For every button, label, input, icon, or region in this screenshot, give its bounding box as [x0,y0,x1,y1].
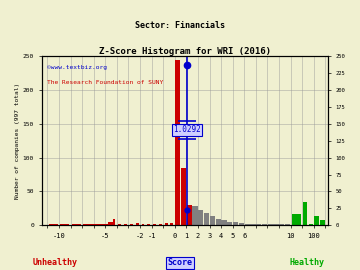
Bar [274,224,279,225]
Bar [108,222,114,225]
Bar [285,224,290,225]
Bar [49,224,58,225]
Bar [210,216,215,225]
Text: The Research Foundation of SUNY: The Research Foundation of SUNY [48,80,164,85]
Bar [216,219,221,225]
Text: ©www.textbiz.org: ©www.textbiz.org [48,65,107,70]
Bar [136,223,139,225]
Bar [227,222,233,225]
Bar [198,210,203,225]
Bar [204,213,209,225]
Bar [233,222,238,225]
Bar [91,224,96,225]
Bar [141,224,144,225]
Bar [60,224,69,225]
Bar [124,224,127,225]
Bar [309,224,313,225]
Title: Z-Score Histogram for WRI (2016): Z-Score Histogram for WRI (2016) [99,48,271,56]
Bar [221,220,226,225]
Bar [118,224,121,225]
Bar [262,224,267,225]
Text: Unhealthy: Unhealthy [32,258,77,267]
Bar [320,220,325,225]
Text: Sector: Financials: Sector: Financials [135,21,225,30]
Bar [175,60,180,225]
Bar [84,224,93,225]
Bar [170,223,174,225]
Bar [314,216,319,225]
Bar [159,224,162,225]
Bar [187,205,192,225]
Text: Score: Score [167,258,193,267]
Bar [303,201,307,225]
Bar [250,224,256,225]
Bar [113,219,116,225]
Bar [292,214,301,225]
Bar [256,224,261,225]
Text: Healthy: Healthy [289,258,324,267]
Y-axis label: Number of companies (997 total): Number of companies (997 total) [15,83,20,199]
Bar [181,168,186,225]
Bar [268,224,273,225]
Bar [103,224,108,225]
Bar [153,224,156,225]
Bar [239,223,244,225]
Bar [96,224,103,225]
Text: 1.0292: 1.0292 [173,126,201,134]
Bar [244,224,250,225]
Bar [165,223,167,225]
Bar [279,224,284,225]
Bar [147,224,150,225]
Bar [193,206,198,225]
Bar [72,224,81,225]
Bar [130,224,133,225]
